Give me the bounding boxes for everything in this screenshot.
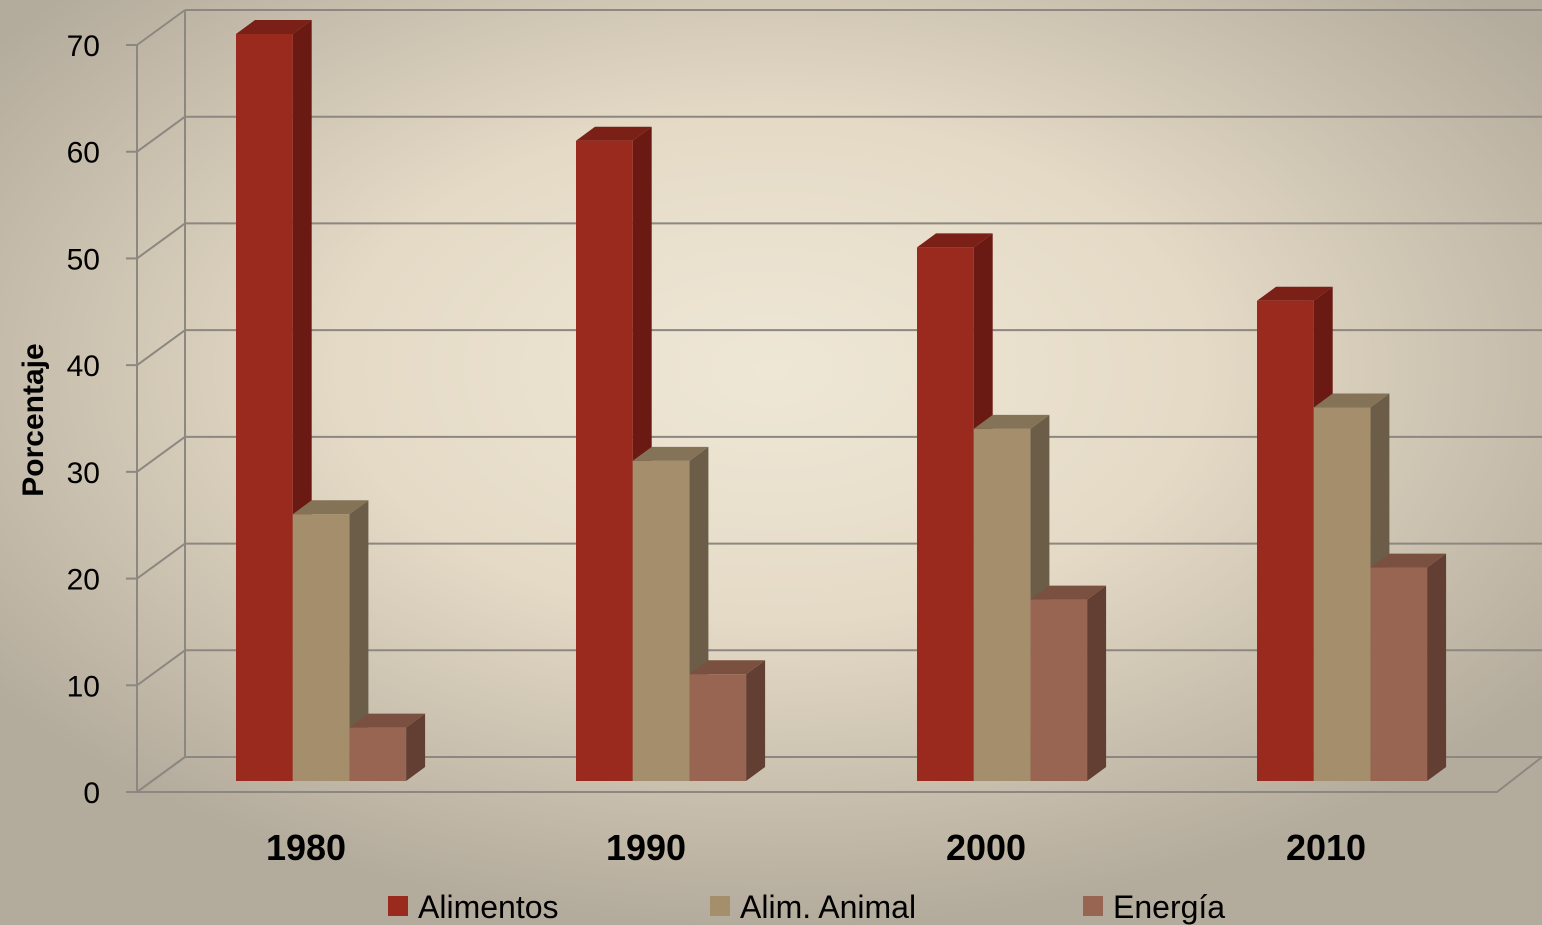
legend-swatch <box>388 896 408 916</box>
gridline-depth <box>136 222 186 260</box>
bar-side <box>1427 553 1447 781</box>
legend-label: Alim. Animal <box>740 889 916 925</box>
x-category-label: 2010 <box>1286 827 1366 868</box>
bar-front <box>973 428 1031 781</box>
x-category-label: 1990 <box>606 827 686 868</box>
bar-top <box>292 500 369 515</box>
bar <box>689 660 766 781</box>
legend-item: Alimentos <box>388 889 559 925</box>
bar-top <box>689 660 766 675</box>
y-tick-label: 40 <box>67 350 100 383</box>
legend-label: Energía <box>1113 889 1225 925</box>
y-tick-label: 0 <box>83 777 100 810</box>
legend: Alimentos Alim. Animal Energía <box>388 889 1225 925</box>
y-tick-label: 50 <box>67 243 100 276</box>
y-tick-label: 10 <box>67 670 100 703</box>
bar-front <box>236 34 293 781</box>
y-tick-label: 60 <box>67 137 100 170</box>
bar-front <box>632 460 690 781</box>
bars <box>236 20 1447 781</box>
gridline-depth <box>136 9 186 46</box>
bar-front <box>576 140 633 781</box>
x-category-label: 2000 <box>946 827 1026 868</box>
bar-top <box>236 20 312 34</box>
bar <box>292 500 369 781</box>
gridline-depth <box>136 436 186 473</box>
bar-front <box>1030 599 1088 781</box>
bar-front <box>1313 407 1371 781</box>
legend-swatch <box>710 896 730 916</box>
bar-side <box>349 500 369 781</box>
x-axis-categories: 1980 1990 2000 2010 <box>266 827 1366 868</box>
bar-top <box>632 446 709 461</box>
bar-top <box>349 713 426 728</box>
bar-side <box>1087 585 1107 781</box>
gridline-depth <box>136 649 186 687</box>
bar-front <box>292 514 350 781</box>
bar-front <box>349 727 407 781</box>
bar-front <box>689 674 747 781</box>
bar-top <box>917 233 993 248</box>
gridline-depth <box>136 115 186 153</box>
bar-front <box>1370 567 1428 781</box>
bar <box>236 20 312 781</box>
gridline-depth <box>136 542 186 580</box>
bar-front <box>1257 300 1314 781</box>
y-axis-label: Porcentaje <box>17 343 50 496</box>
bar <box>1030 585 1107 781</box>
bar-front <box>917 247 974 781</box>
bar-top <box>576 126 652 141</box>
bar-top <box>1313 393 1390 408</box>
bar-top <box>1370 553 1447 568</box>
bar-top <box>973 414 1050 429</box>
gridline-depth <box>136 756 186 793</box>
y-tick-label: 20 <box>67 564 100 597</box>
legend-label: Alimentos <box>418 889 559 925</box>
bar <box>1370 553 1447 781</box>
legend-item: Alim. Animal <box>710 889 916 925</box>
x-category-label: 1980 <box>266 827 346 868</box>
bar <box>349 713 426 781</box>
bar-top <box>1257 286 1333 301</box>
bar-top <box>1030 585 1107 600</box>
y-tick-label: 30 <box>67 457 100 490</box>
legend-swatch <box>1083 896 1103 916</box>
gridline-depth <box>136 329 186 366</box>
y-axis-ticks: 0 10 20 30 40 50 60 70 <box>67 30 137 810</box>
bar-side <box>746 660 766 781</box>
legend-item: Energía <box>1083 889 1225 925</box>
bar-side <box>406 713 426 781</box>
y-tick-label: 70 <box>67 30 100 63</box>
